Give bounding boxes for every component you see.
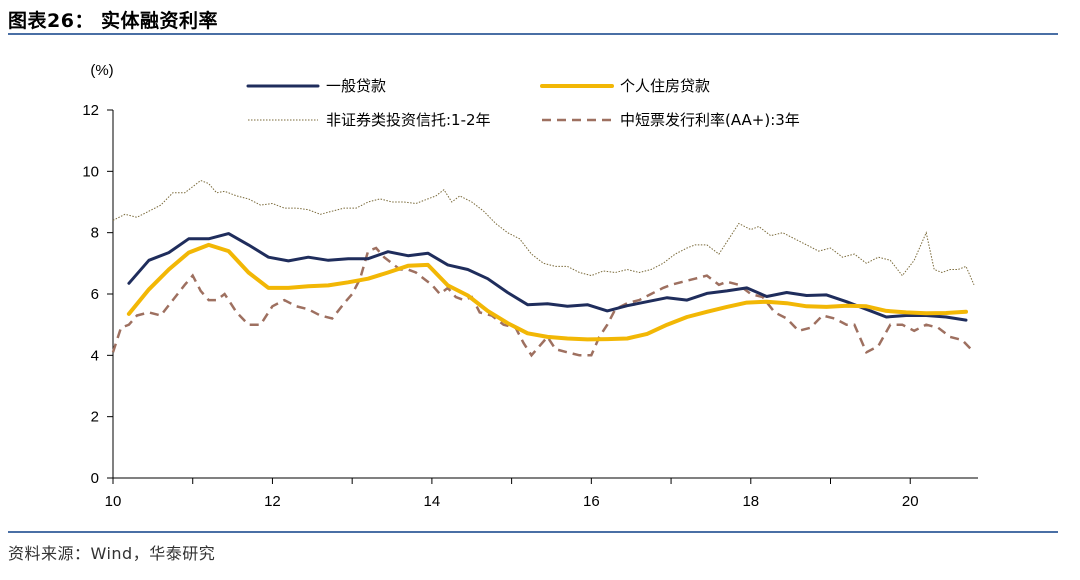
y-tick-label: 2 [91, 409, 99, 426]
y-tick-label: 4 [91, 347, 99, 364]
series-line-1 [126, 242, 968, 342]
source-note: 资料来源：Wind，华泰研究 [8, 544, 216, 563]
y-tick-label: 10 [82, 163, 99, 180]
x-tick-label: 16 [583, 493, 600, 510]
series-line-0 [127, 232, 968, 322]
x-tick-label: 12 [264, 493, 281, 510]
legend-label-0: 一般贷款 [326, 77, 386, 95]
axes: 0 2 4 6 8 10 12 (%) 10 12 14 16 18 20 [82, 62, 978, 510]
x-tick-label: 20 [902, 493, 919, 510]
x-tick-label: 10 [105, 493, 122, 510]
y-tick-label: 8 [91, 225, 99, 242]
legend-label-1: 个人住房贷款 [620, 77, 710, 95]
y-axis-unit: (%) [90, 62, 113, 79]
line-chart: 0 2 4 6 8 10 12 (%) 10 12 14 16 18 20 一般贷款 个人住房贷款非证券类投… [82, 62, 978, 510]
y-tick-label: 12 [82, 102, 99, 119]
bottom-rule [8, 531, 1058, 533]
legend-label-3: 中短票发行利率(AA+):3年 [620, 111, 800, 129]
legend-label-2: 非证券类投资信托:1-2年 [326, 111, 491, 129]
series-line-2 [112, 179, 975, 285]
y-tick-label: 6 [91, 286, 99, 303]
figure-title: 图表26： 实体融资利率 [8, 10, 219, 32]
top-rule [8, 33, 1058, 35]
x-tick-label: 18 [742, 493, 759, 510]
y-tick-label: 0 [91, 470, 99, 487]
x-tick-label: 14 [424, 493, 441, 510]
series-layer [111, 179, 975, 358]
